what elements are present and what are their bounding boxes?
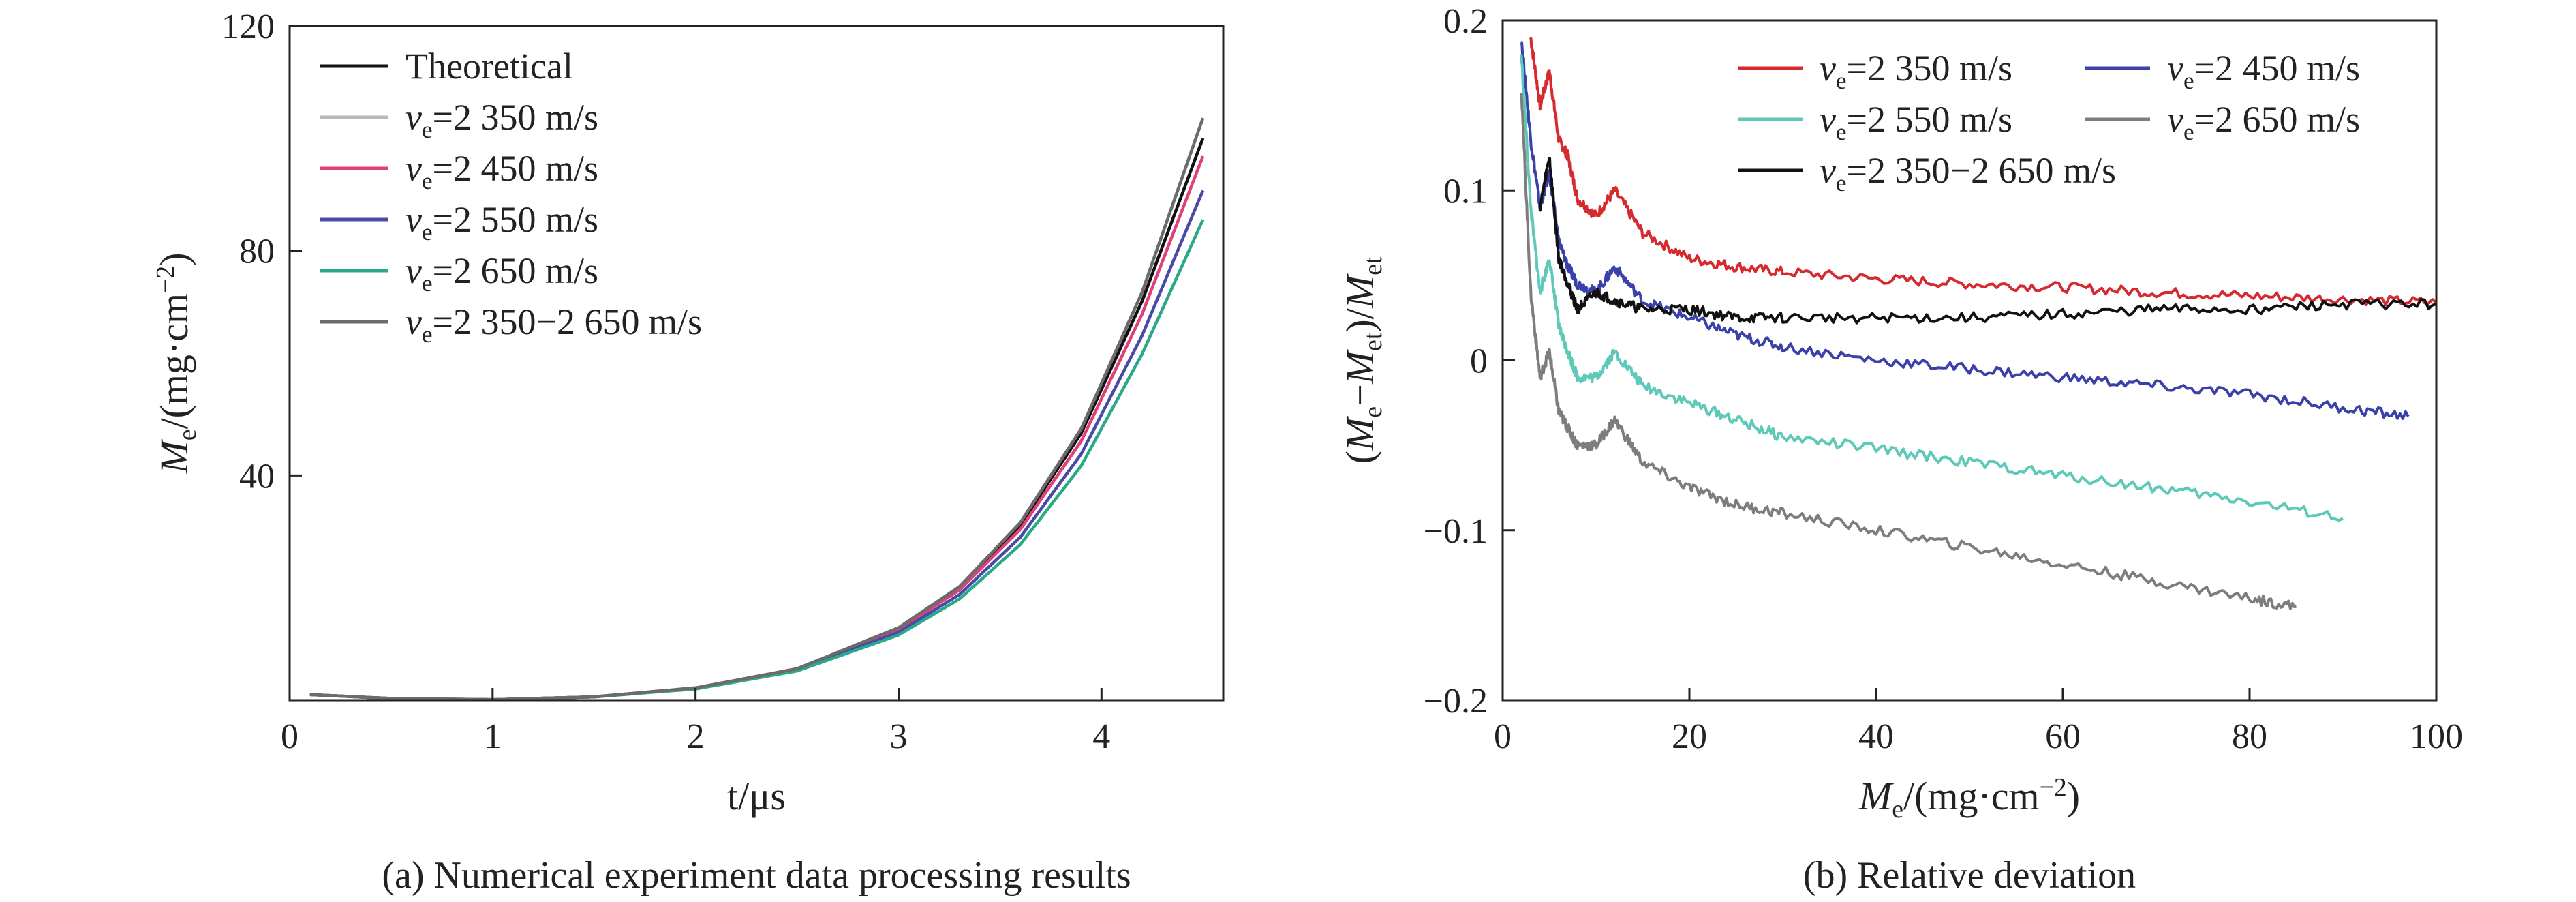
x-tick-label: 0 [1494, 717, 1512, 756]
x-tick-label: 40 [1858, 717, 1894, 756]
legend-label: ve=2 350 m/s [405, 97, 598, 143]
series-line-1 [1529, 37, 2436, 307]
legend-label: ve=2 350−2 650 m/s [405, 301, 702, 348]
y-tick-label: −0.1 [1424, 512, 1488, 551]
y-tick-label: −0.2 [1424, 682, 1488, 721]
legend-label: ve=2 450 m/s [2167, 48, 2360, 94]
x-tick-label: 4 [1092, 717, 1110, 756]
x-tick-label: 60 [2045, 717, 2081, 756]
y-tick-label: 0.2 [1443, 2, 1488, 41]
legend-label: Theoretical [405, 46, 573, 87]
x-axis-label: t/μs [727, 774, 786, 818]
x-tick-label: 0 [281, 717, 298, 756]
x-tick-label: 2 [687, 717, 705, 756]
series-line-4 [1520, 93, 2297, 610]
chart-b: 0 20 40 60 80 100 −0.2 −0.1 0 0.1 0.2 Me/(mg·cm−2) (… [1338, 2, 2463, 897]
legend-label: ve=2 350 m/s [1820, 48, 2012, 94]
x-axis-label: Me/(mg·cm−2) [1858, 773, 2080, 824]
y-axis-label: Me/(mg·cm−2) [151, 252, 202, 474]
y-axis-label: (Me−Met)/Met [1338, 256, 1387, 464]
y-tick-label: 120 [221, 7, 275, 46]
series-line-3 [1520, 54, 2344, 522]
legend-label: ve=2 550 m/s [405, 199, 598, 245]
legend: Theoretical ve=2 350 m/s ve=2 450 m/s ve=2 … [320, 46, 702, 348]
legend-label: ve=2 350−2 650 m/s [1820, 150, 2116, 196]
legend-label: ve=2 650 m/s [2167, 99, 2360, 145]
y-tick-label: 0 [1470, 342, 1488, 381]
x-tick-label: 80 [2232, 717, 2267, 756]
y-tick-label: 0.1 [1443, 172, 1488, 211]
legend-label: ve=2 650 m/s [405, 250, 598, 297]
legend-label: ve=2 550 m/s [1820, 99, 2012, 145]
x-tick-label: 20 [1672, 717, 1707, 756]
legend: ve=2 350 m/s ve=2 450 m/s ve=2 550 m/s ve=2… [1738, 48, 2360, 196]
legend-label: ve=2 450 m/s [405, 148, 598, 194]
x-tick-label: 3 [889, 717, 907, 756]
figure-caption: (a) Numerical experiment data processing… [382, 854, 1131, 897]
plot-frame [288, 25, 1225, 702]
chart-a: 0 1 2 3 4 40 80 120 t/μs Me/(mg·cm−2) (a) Numerica… [151, 7, 1225, 897]
series-line-5 [1538, 157, 2436, 325]
y-tick-label: 80 [239, 232, 275, 271]
series-group [1520, 37, 2436, 610]
x-tick-label: 1 [484, 717, 502, 756]
y-tick-label: 40 [239, 457, 275, 496]
figure-caption: (b) Relative deviation [1803, 854, 2136, 897]
x-tick-label: 100 [2410, 717, 2463, 756]
